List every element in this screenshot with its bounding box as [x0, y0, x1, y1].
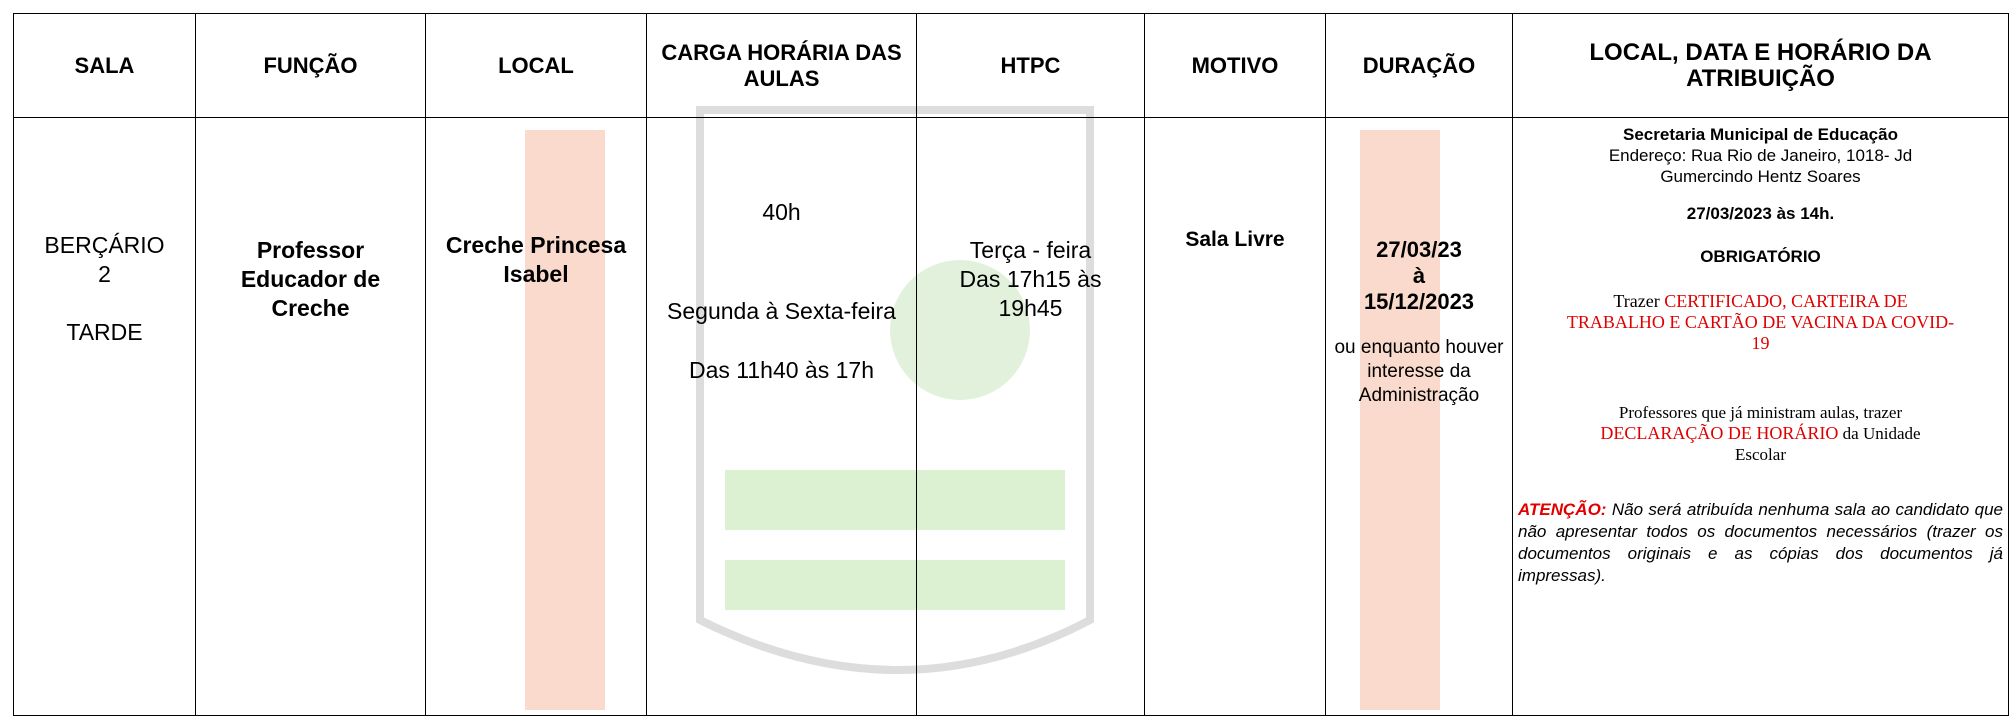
text: Creche Princesa Isabel — [445, 232, 627, 287]
text: Das 17h15 às 19h45 — [959, 266, 1102, 321]
text: 27/03/23 — [1376, 237, 1462, 262]
text: ATENÇÃO: — [1518, 500, 1607, 519]
header-row: SALA FUNÇÃO LOCAL CARGA HORÁRIA DAS AULA… — [13, 13, 2009, 118]
text: OBRIGATÓRIO — [1700, 247, 1821, 266]
header-cell: DURAÇÃO — [1325, 13, 1513, 118]
text: 40h — [762, 199, 801, 225]
text: TARDE — [66, 319, 143, 345]
table: SALA FUNÇÃO LOCAL CARGA HORÁRIA DAS AULA… — [13, 13, 2009, 716]
text: Trazer — [1613, 291, 1665, 311]
cell: Terça - feira Das 17h15 às 19h45 — [916, 117, 1145, 716]
cell: 40h Segunda à Sexta-feira Das 11h40 às 1… — [646, 117, 917, 716]
header-cell: CARGA HORÁRIA DAS AULAS — [646, 13, 917, 118]
cell: 27/03/23 à 15/12/2023 ou enquanto houver… — [1325, 117, 1513, 716]
text: Professores que já ministram aulas, traz… — [1618, 403, 1903, 422]
text: Endereço: Rua Rio de Janeiro, 1018- Jd G… — [1608, 146, 1913, 186]
text: ATENÇÃO: Não será atribuída nenhuma sala… — [1518, 499, 2003, 587]
text: 2 — [98, 261, 111, 287]
header-cell: HTPC — [916, 13, 1145, 118]
cell: Professor Educador de Creche — [195, 117, 426, 716]
text: Terça - feira — [969, 237, 1092, 263]
text: Professor Educador de Creche — [240, 237, 381, 321]
text: Segunda à Sexta-feira — [667, 298, 896, 324]
text: Sala Livre — [1185, 228, 1285, 251]
cell: BERÇÁRIO 2 TARDE — [13, 117, 196, 716]
cell: Creche Princesa Isabel — [425, 117, 647, 716]
header-cell: SALA — [13, 13, 196, 118]
header-cell: LOCAL, DATA E HORÁRIO DA ATRIBUIÇÃO — [1512, 13, 2009, 118]
cell: Secretaria Municipal de Educação Endereç… — [1512, 117, 2009, 716]
cell: Sala Livre — [1144, 117, 1326, 716]
text: Das 11h40 às 17h — [689, 357, 874, 383]
text: da Unidade Escolar — [1735, 424, 1921, 464]
data-row: BERÇÁRIO 2 TARDE Professor Educador de C… — [13, 117, 2009, 716]
text: ou enquanto houver interesse da Administ… — [1334, 337, 1504, 406]
text: 27/03/2023 às 14h. — [1686, 204, 1835, 223]
text: Secretaria Municipal de Educação — [1623, 125, 1898, 144]
header-cell: MOTIVO — [1144, 13, 1326, 118]
text: 15/12/2023 — [1363, 289, 1475, 314]
text: CERTIFICADO, CARTEIRA DE TRABALHO E CART… — [1566, 291, 1955, 353]
text: BERÇÁRIO — [44, 232, 165, 258]
text: Não será atribuída nenhuma sala ao candi… — [1518, 500, 2003, 585]
text: DECLARAÇÃO DE HORÁRIO — [1600, 423, 1839, 443]
text: Professores que já ministram aulas, traz… — [1514, 402, 2007, 465]
text: à — [1412, 263, 1426, 288]
header-cell: FUNÇÃO — [195, 13, 426, 118]
header-cell: LOCAL — [425, 13, 647, 118]
text: Trazer CERTIFICADO, CARTEIRA DE TRABALHO… — [1514, 291, 2007, 354]
